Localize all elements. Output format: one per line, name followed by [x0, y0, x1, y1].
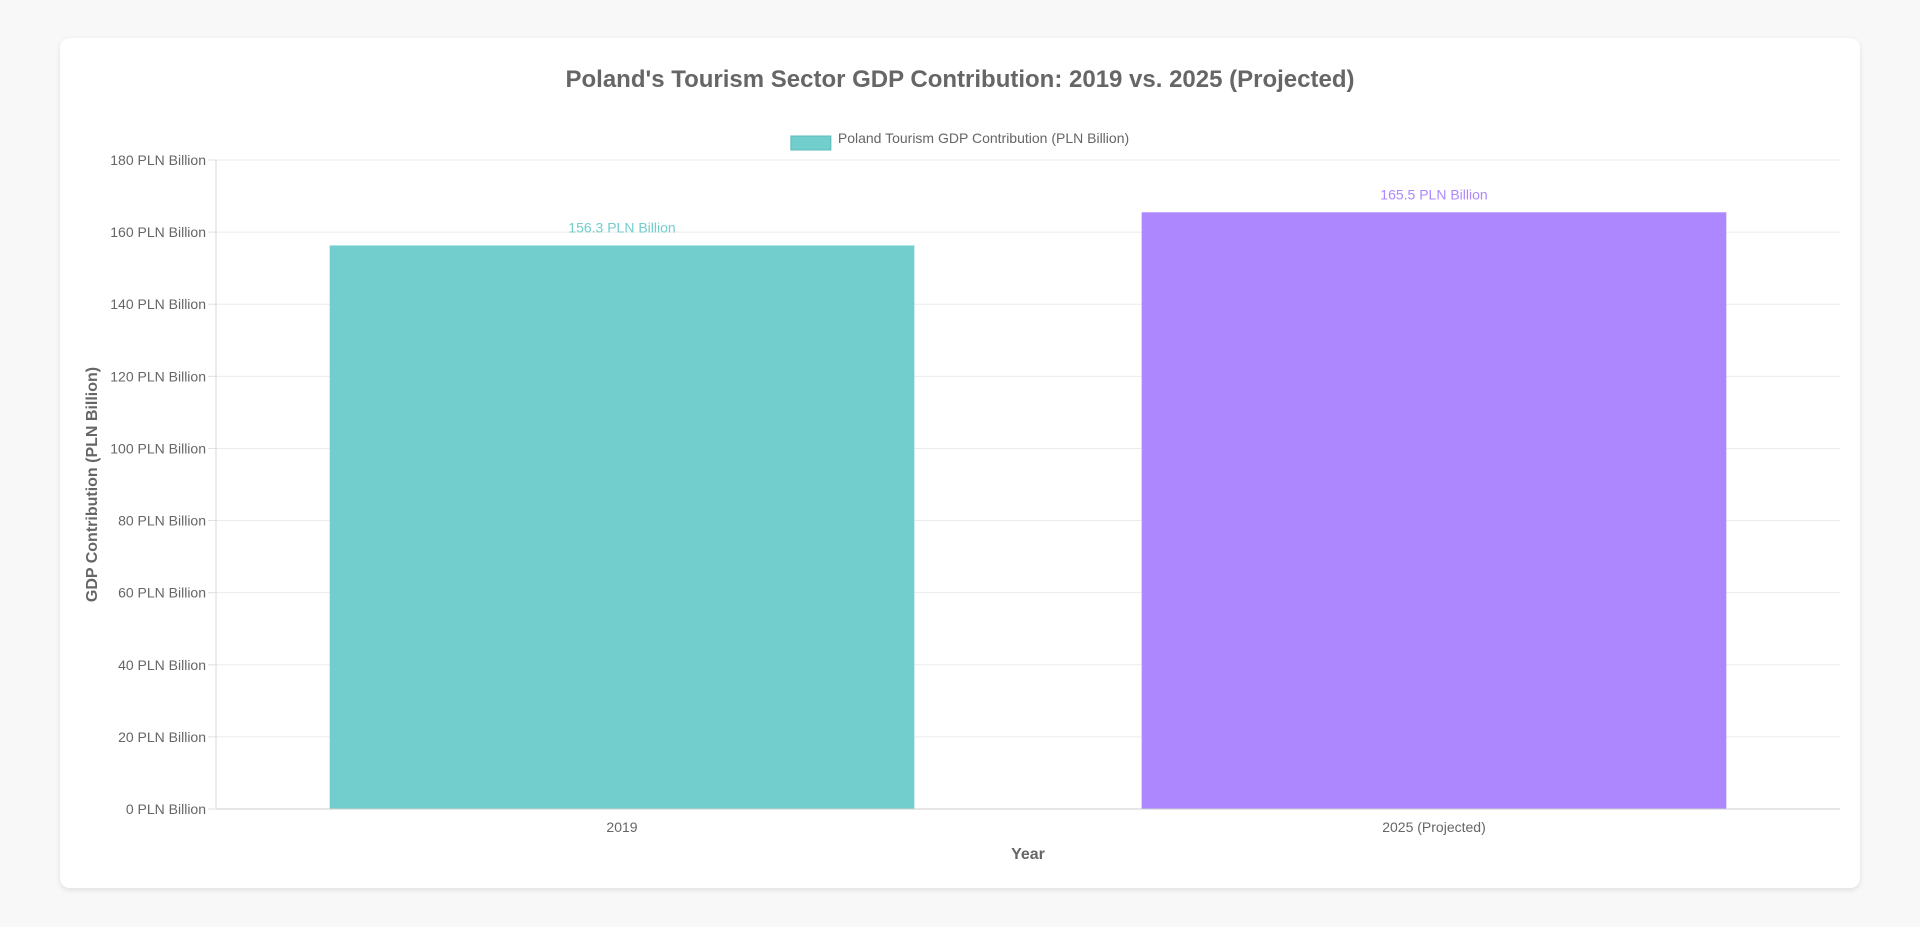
x-tick-label: 2019 [606, 819, 637, 835]
y-tick-label: 20 PLN Billion [118, 729, 206, 745]
bar[interactable] [1141, 212, 1727, 810]
bar[interactable] [329, 245, 915, 809]
bar-chart: 0 PLN Billion 20 PLN Billion 40 PLN Billio… [84, 130, 1840, 863]
data-label: 156.3 PLN Billion [568, 219, 675, 235]
legend-swatch [790, 135, 832, 151]
x-tick-label: 2025 (Projected) [1382, 819, 1486, 835]
y-tick-label: 140 PLN Billion [110, 296, 206, 312]
y-tick-label: 100 PLN Billion [110, 440, 206, 456]
legend-label: Poland Tourism GDP Contribution (PLN Bil… [838, 130, 1129, 146]
data-label: 165.5 PLN Billion [1380, 186, 1487, 202]
legend[interactable]: Poland Tourism GDP Contribution (PLN Bil… [790, 130, 1129, 151]
y-tick-label: 120 PLN Billion [110, 368, 206, 384]
y-axis-title: GDP Contribution (PLN Billion) [84, 367, 101, 602]
y-tick-label: 60 PLN Billion [118, 585, 206, 601]
bars [329, 212, 1727, 810]
y-tick-label: 40 PLN Billion [118, 657, 206, 673]
y-tick-label: 180 PLN Billion [110, 152, 206, 168]
x-axis-ticks: 2019 2025 (Projected) [606, 819, 1485, 835]
y-axis-ticks: 0 PLN Billion 20 PLN Billion 40 PLN Billio… [110, 152, 216, 817]
chart-card: Poland's Tourism Sector GDP Contribution… [60, 38, 1860, 888]
chart-title: Poland's Tourism Sector GDP Contribution… [565, 66, 1355, 93]
y-tick-label: 0 PLN Billion [126, 801, 206, 817]
x-axis-title: Year [1011, 846, 1045, 863]
y-tick-label: 160 PLN Billion [110, 224, 206, 240]
y-tick-label: 80 PLN Billion [118, 513, 206, 529]
data-labels: 156.3 PLN Billion 165.5 PLN Billion [568, 186, 1487, 235]
